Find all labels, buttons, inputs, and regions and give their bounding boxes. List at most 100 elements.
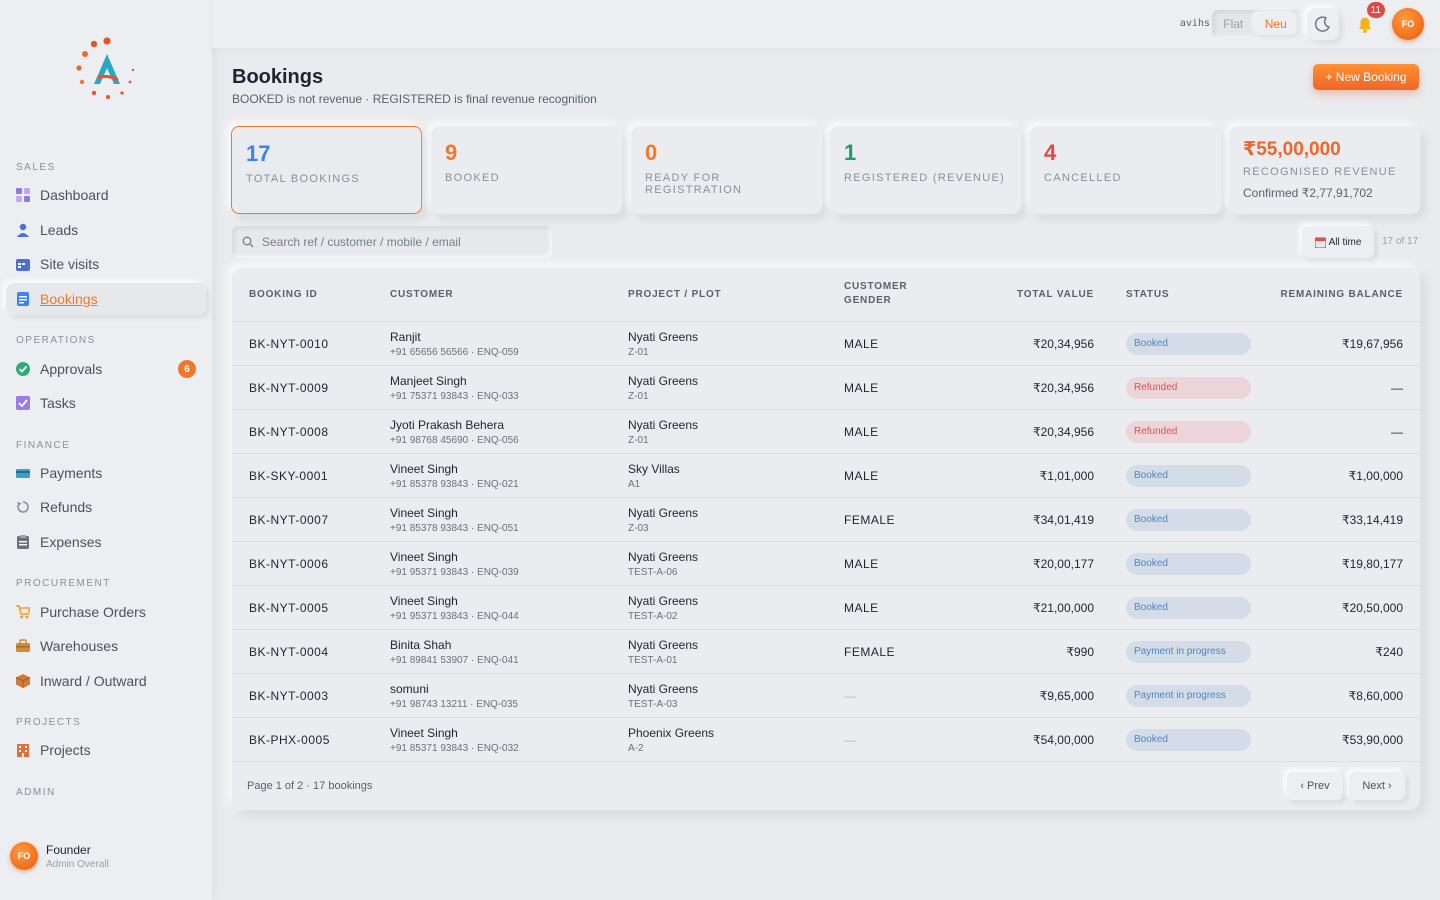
task-check-icon	[16, 396, 30, 410]
table-row[interactable]: BK-SKY-0001 Vineet Singh +91 85378 93843 ·…	[232, 454, 1420, 498]
booking-id[interactable]: BK-PHX-0005	[249, 733, 330, 747]
table-row[interactable]: BK-NYT-0006 Vineet Singh +91 95371 93843 ·…	[232, 542, 1420, 586]
customer-name: Vineet Singh	[390, 726, 458, 740]
customer-gender: MALE	[844, 469, 879, 483]
sidebar-item-label: Purchase Orders	[40, 604, 146, 620]
sidebar-item-purchase-orders[interactable]: Purchase Orders	[6, 596, 206, 628]
status-badge: Booked	[1126, 729, 1251, 751]
stat-card-registered[interactable]: 1 REGISTERED (REVENUE)	[830, 126, 1021, 214]
col-gender[interactable]: CUSTOMER GENDER	[844, 280, 907, 308]
customer-gender: MALE	[844, 337, 879, 351]
brand-logo-icon[interactable]	[74, 36, 138, 102]
project-cell: Nyati Greens TEST-A-02	[628, 594, 698, 622]
dark-mode-button[interactable]	[1307, 8, 1339, 40]
total-value: ₹20,34,956	[1032, 425, 1094, 439]
col-remaining-balance[interactable]: REMAINING BALANCE	[1280, 289, 1403, 300]
stat-card-ready-for-registration[interactable]: 0 READY FOR REGISTRATION	[631, 126, 822, 214]
plot-number: A1	[628, 479, 641, 490]
total-value: ₹1,01,000	[1039, 469, 1094, 483]
plot-number: TEST-A-06	[628, 567, 678, 578]
sidebar-item-projects[interactable]: Projects	[6, 734, 206, 766]
booking-id[interactable]: BK-NYT-0004	[249, 645, 329, 659]
table-row[interactable]: BK-PHX-0005 Vineet Singh +91 85371 93843 ·…	[232, 718, 1420, 762]
toggle-neu-option[interactable]: Neu	[1254, 13, 1297, 35]
col-total-value[interactable]: TOTAL VALUE	[1017, 289, 1094, 300]
sidebar-item-leads[interactable]: Leads	[6, 214, 206, 246]
table-row[interactable]: BK-NYT-0009 Manjeet Singh +91 75371 93843 …	[232, 366, 1420, 410]
sidebar-item-site-visits[interactable]: Site visits	[6, 248, 206, 280]
col-customer[interactable]: CUSTOMER	[390, 289, 454, 300]
stat-label: CANCELLED	[1044, 172, 1122, 184]
col-project[interactable]: PROJECT / PLOT	[628, 289, 722, 300]
col-booking-id[interactable]: BOOKING ID	[249, 289, 318, 300]
stat-card-booked[interactable]: 9 BOOKED	[431, 126, 622, 214]
sidebar-item-approvals[interactable]: Approvals 6	[6, 353, 206, 385]
booking-id[interactable]: BK-NYT-0010	[249, 337, 329, 351]
table-row[interactable]: BK-NYT-0005 Vineet Singh +91 95371 93843 ·…	[232, 586, 1420, 630]
sidebar-item-bookings[interactable]: Bookings	[6, 283, 206, 315]
booking-id[interactable]: BK-NYT-0005	[249, 601, 329, 615]
customer-name: Vineet Singh	[390, 550, 458, 564]
total-value: ₹20,34,956	[1032, 337, 1094, 351]
project-name: Nyati Greens	[628, 506, 699, 520]
approvals-count-badge: 6	[178, 360, 196, 378]
stat-value: 9	[445, 140, 458, 165]
stat-label: READY FOR REGISTRATION	[645, 172, 743, 196]
user-role: Admin Overall	[46, 858, 109, 870]
table-row[interactable]: BK-NYT-0010 Ranjit +91 65656 56566 · ENQ-0…	[232, 322, 1420, 366]
search-box[interactable]	[232, 226, 552, 258]
stat-card-total-bookings[interactable]: 17 TOTAL BOOKINGS	[231, 126, 422, 214]
col-status[interactable]: STATUS	[1126, 289, 1170, 300]
bookings-table: BOOKING ID CUSTOMER PROJECT / PLOT CUSTO…	[232, 268, 1420, 810]
sidebar-item-warehouses[interactable]: Warehouses	[6, 630, 206, 662]
customer-cell: Vineet Singh +91 85371 93843 · ENQ-032	[390, 726, 519, 754]
sidebar-item-payments[interactable]: Payments	[6, 457, 206, 489]
sidebar-item-expenses[interactable]: Expenses	[6, 526, 206, 558]
new-booking-button[interactable]: + New Booking	[1313, 64, 1419, 90]
booking-id[interactable]: BK-NYT-0006	[249, 557, 329, 571]
booking-id[interactable]: BK-NYT-0008	[249, 425, 329, 439]
table-row[interactable]: BK-NYT-0003 somuni +91 98743 13211 · ENQ-0…	[232, 674, 1420, 718]
sidebar-item-refunds[interactable]: Refunds	[6, 491, 206, 523]
table-row[interactable]: BK-NYT-0004 Binita Shah +91 89841 53907 · …	[232, 630, 1420, 674]
stat-label: REGISTERED (REVENUE)	[844, 172, 1006, 184]
total-value: ₹20,34,956	[1032, 381, 1094, 395]
customer-gender: MALE	[844, 557, 879, 571]
theme-style-toggle[interactable]: Flat Neu	[1212, 10, 1300, 38]
prev-page-button[interactable]: ‹ Prev	[1287, 772, 1343, 800]
status-badge: Booked	[1126, 333, 1251, 355]
stat-label: RECOGNISED REVENUE	[1243, 166, 1397, 178]
booking-id[interactable]: BK-NYT-0007	[249, 513, 329, 527]
customer-contact: +91 95371 93843 · ENQ-044	[390, 611, 519, 622]
bell-icon	[1359, 17, 1371, 33]
sidebar-item-dashboard[interactable]: Dashboard	[6, 179, 206, 211]
customer-name: Manjeet Singh	[390, 374, 467, 388]
check-circle-icon	[16, 362, 30, 376]
total-value: ₹20,00,177	[1032, 557, 1094, 571]
stat-card-recognised-revenue[interactable]: ₹55,00,000 RECOGNISED REVENUE Confirmed …	[1229, 126, 1420, 214]
toggle-flat-option[interactable]: Flat	[1223, 17, 1244, 31]
stat-card-cancelled[interactable]: 4 CANCELLED	[1030, 126, 1221, 214]
section-sales: SALES	[16, 162, 56, 173]
total-value: ₹9,65,000	[1039, 689, 1094, 703]
table-row[interactable]: BK-NYT-0007 Vineet Singh +91 85378 93843 ·…	[232, 498, 1420, 542]
table-row[interactable]: BK-NYT-0008 Jyoti Prakash Behera +91 98768…	[232, 410, 1420, 454]
credit-card-icon	[16, 466, 30, 480]
user-avatar-button[interactable]: FO	[1392, 8, 1424, 40]
search-input[interactable]	[262, 235, 542, 249]
sidebar-item-inward-outward[interactable]: Inward / Outward	[6, 665, 206, 697]
booking-id[interactable]: BK-SKY-0001	[249, 469, 329, 483]
customer-name: Jyoti Prakash Behera	[390, 418, 505, 432]
period-filter-button[interactable]: All time	[1302, 226, 1374, 258]
customer-name: Vineet Singh	[390, 506, 458, 520]
sidebar-item-tasks[interactable]: Tasks	[6, 387, 206, 419]
sidebar-user-profile[interactable]: FO Founder Admin Overall	[10, 842, 109, 870]
booking-id[interactable]: BK-NYT-0009	[249, 381, 329, 395]
customer-contact: +91 89841 53907 · ENQ-041	[390, 655, 519, 666]
notifications-button[interactable]: 11	[1349, 2, 1385, 40]
remaining-balance: ₹240	[1375, 645, 1403, 659]
project-name: Nyati Greens	[628, 594, 699, 608]
booking-id[interactable]: BK-NYT-0003	[249, 689, 329, 703]
section-projects: PROJECTS	[16, 717, 82, 728]
next-page-button[interactable]: Next ›	[1349, 772, 1405, 800]
